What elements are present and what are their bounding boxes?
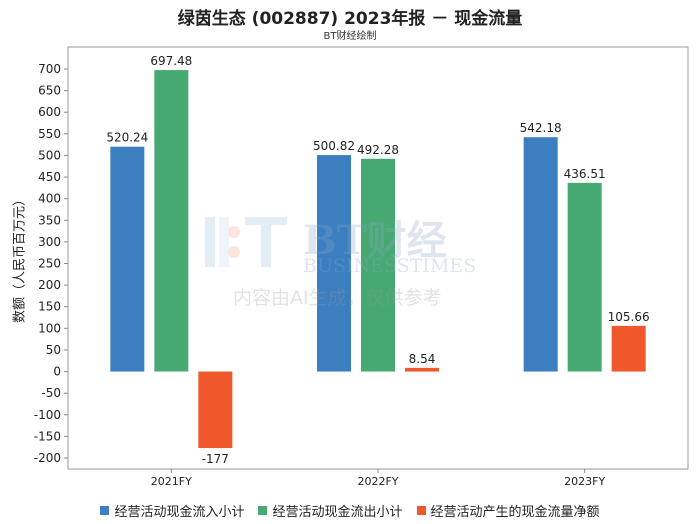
legend-item: 经营活动现金流入小计 bbox=[100, 501, 244, 520]
bar bbox=[405, 367, 439, 372]
legend-swatch bbox=[100, 506, 110, 515]
cash-flow-chart: -200 -150 -100 -50 0 50 100 150 200 250 300 350 400 4… bbox=[13, 46, 689, 488]
data-label: 492.28 bbox=[357, 143, 399, 157]
y-tick-label: 200 bbox=[38, 278, 61, 292]
bar bbox=[198, 371, 233, 449]
y-tick-label: 450 bbox=[38, 170, 61, 184]
data-labels: 520.24 697.48 -177 500.82 492.28 8.54 542.18 43… bbox=[106, 54, 649, 466]
y-tick-label: 550 bbox=[38, 127, 61, 141]
chart-title: 绿茵生态 (002887) 2023年报 － 现金流量 bbox=[177, 9, 523, 29]
data-label: 105.66 bbox=[608, 310, 650, 324]
bar bbox=[523, 137, 558, 372]
bar bbox=[361, 158, 395, 372]
legend-item: 经营活动产生的现金流量净额 bbox=[416, 501, 600, 520]
x-tick-label: 2022FY bbox=[357, 475, 398, 488]
bar bbox=[110, 146, 145, 372]
legend-label: 经营活动现金流出小计 bbox=[272, 505, 403, 520]
data-label: 8.54 bbox=[409, 352, 436, 366]
y-tick-label: -200 bbox=[34, 451, 61, 465]
y-tick-label: 250 bbox=[38, 257, 61, 271]
legend-label: 经营活动产生的现金流量净额 bbox=[430, 505, 600, 520]
y-tick-label: -150 bbox=[34, 429, 61, 443]
y-tick-label: 350 bbox=[38, 213, 61, 227]
y-tick-label: 0 bbox=[53, 365, 61, 379]
bar bbox=[567, 182, 602, 372]
y-tick-label: -50 bbox=[41, 386, 61, 400]
data-label: 500.82 bbox=[313, 139, 355, 153]
y-tick-label: 300 bbox=[38, 235, 61, 249]
y-tick-label: -100 bbox=[34, 408, 61, 422]
y-tick-label: 400 bbox=[38, 192, 61, 206]
bar bbox=[317, 155, 351, 372]
bar bbox=[154, 70, 189, 372]
bar bbox=[611, 325, 646, 372]
y-axis-label: 数额（人民币百万元） bbox=[13, 193, 28, 323]
y-tick-label: 600 bbox=[38, 105, 61, 119]
x-tick-label: 2023FY bbox=[564, 475, 605, 488]
data-label: 697.48 bbox=[150, 54, 192, 68]
data-label: 436.51 bbox=[564, 167, 606, 181]
y-tick-label: 50 bbox=[46, 343, 61, 357]
y-tick-label: 500 bbox=[38, 148, 61, 162]
legend-swatch bbox=[416, 506, 426, 515]
legend: 经营活动现金流入小计 经营活动现金流出小计 经营活动产生的现金流量净额 bbox=[0, 501, 700, 520]
y-tick-label: 100 bbox=[38, 321, 61, 335]
y-tick-label: 650 bbox=[38, 84, 61, 98]
legend-label: 经营活动现金流入小计 bbox=[114, 505, 245, 520]
y-tick-label: 150 bbox=[38, 300, 61, 314]
data-label: -177 bbox=[202, 452, 229, 466]
chart-subtitle: BT财经绘制 bbox=[323, 31, 377, 42]
legend-item: 经营活动现金流出小计 bbox=[258, 501, 403, 520]
axes: -200 -150 -100 -50 0 50 100 150 200 250 300 350 400 4… bbox=[34, 46, 689, 488]
x-tick-label: 2021FY bbox=[151, 475, 192, 488]
data-label: 520.24 bbox=[106, 131, 148, 145]
y-tick-label: 700 bbox=[38, 62, 61, 76]
bars bbox=[110, 70, 646, 449]
legend-swatch bbox=[258, 506, 268, 515]
data-label: 542.18 bbox=[520, 121, 562, 135]
